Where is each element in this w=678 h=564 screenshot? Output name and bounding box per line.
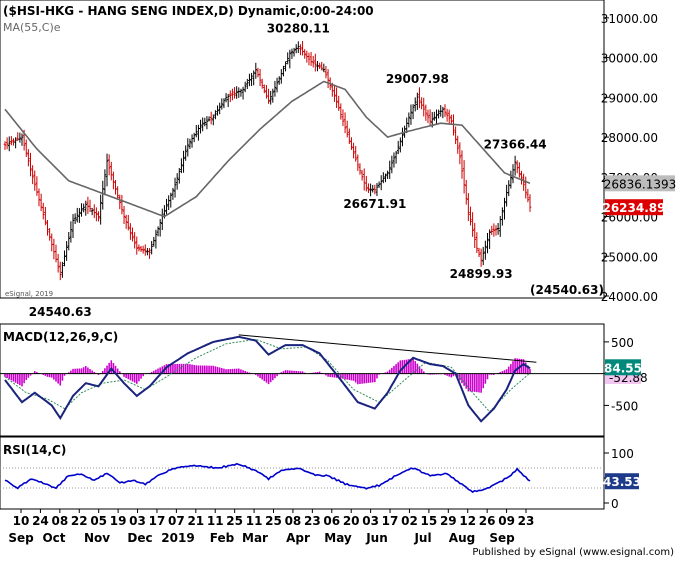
date-tick-label: 12 bbox=[459, 514, 476, 528]
price-annotation: 24540.63 bbox=[29, 305, 92, 319]
month-label: Nov bbox=[84, 531, 110, 545]
month-label: Jul bbox=[413, 531, 431, 545]
date-tick-label: 08 bbox=[285, 514, 302, 528]
date-tick-label: 11 bbox=[207, 514, 224, 528]
month-label: Jun bbox=[365, 531, 388, 545]
macd-tick-label: -500 bbox=[611, 399, 638, 413]
price-tick-label: 29000.00 bbox=[601, 91, 658, 105]
ma-last-label-bg bbox=[605, 175, 675, 192]
date-tick-label: 21 bbox=[187, 514, 204, 528]
axis-layer: 31000.0030000.0029000.0028000.0027000.00… bbox=[8, 12, 676, 545]
date-tick-label: 17 bbox=[149, 514, 166, 528]
macd-tick-label: 500 bbox=[611, 336, 634, 350]
date-tick-label: 02 bbox=[401, 514, 418, 528]
date-tick-label: 09 bbox=[498, 514, 515, 528]
month-label: Apr bbox=[286, 531, 310, 545]
date-tick-label: 26 bbox=[479, 514, 496, 528]
chart-title: ($HSI-HKG - HANG SENG INDEX,D) Dynamic,0… bbox=[3, 4, 374, 18]
month-label: Mar bbox=[242, 531, 268, 545]
ma-line bbox=[4, 80, 531, 218]
month-label: Sep bbox=[8, 531, 34, 545]
date-tick-label: 15 bbox=[421, 514, 438, 528]
month-label: Feb bbox=[210, 531, 235, 545]
price-annotation: 26671.91 bbox=[343, 197, 406, 211]
date-tick-label: 17 bbox=[382, 514, 399, 528]
date-tick-label: 03 bbox=[129, 514, 146, 528]
date-tick-label: 23 bbox=[518, 514, 535, 528]
date-tick-label: 23 bbox=[304, 514, 321, 528]
macd-last-label-bg bbox=[605, 359, 641, 376]
date-tick-label: 11 bbox=[246, 514, 263, 528]
ma-legend: MA(55,C)e bbox=[3, 21, 61, 34]
date-tick-label: 03 bbox=[362, 514, 379, 528]
price-tick-label: 25000.00 bbox=[601, 250, 658, 264]
macd-panel-frame bbox=[0, 323, 605, 437]
macd-last-label: 84.55 bbox=[604, 361, 642, 375]
macd-line bbox=[4, 335, 531, 423]
price-tick-label: 28000.00 bbox=[601, 131, 658, 145]
price-annotation: 24899.93 bbox=[450, 267, 513, 281]
date-tick-label: 22 bbox=[71, 514, 88, 528]
macd-signal-line bbox=[4, 338, 531, 413]
date-tick-label: 25 bbox=[226, 514, 243, 528]
rsi-layer bbox=[0, 462, 604, 494]
date-tick-label: 07 bbox=[168, 514, 185, 528]
date-tick-label: 20 bbox=[343, 514, 360, 528]
macd-trendline bbox=[238, 334, 537, 363]
month-label: Oct bbox=[42, 531, 65, 545]
month-label: Sep bbox=[489, 531, 515, 545]
watermark: eSignal, 2019 bbox=[5, 290, 53, 298]
rsi-last-label-bg bbox=[605, 473, 639, 490]
price-layer: 30280.11 29007.98 27366.44 26671.91 24899.93… bbox=[3, 21, 604, 319]
date-tick-label: 05 bbox=[90, 514, 107, 528]
ma-last-label: 26836.1393 bbox=[604, 177, 677, 191]
month-label: 2019 bbox=[161, 531, 194, 545]
footer-credit: Published by eSignal (www.esignal.com) bbox=[472, 547, 674, 558]
price-annotation: 27366.44 bbox=[484, 137, 547, 151]
month-label: May bbox=[324, 531, 352, 545]
macd-title: MACD(12,26,9,C) bbox=[3, 330, 118, 344]
price-last-label: 26234.89 bbox=[602, 201, 665, 215]
month-label: Dec bbox=[127, 531, 152, 545]
date-tick-label: 08 bbox=[51, 514, 68, 528]
price-tick-label: 24000.00 bbox=[601, 290, 658, 304]
date-tick-label: 06 bbox=[323, 514, 340, 528]
rsi-panel-frame bbox=[0, 436, 605, 510]
date-tick-label: 19 bbox=[110, 514, 127, 528]
price-annotation: (24540.63) bbox=[530, 283, 604, 297]
date-tick-label: 25 bbox=[265, 514, 282, 528]
rsi-last-label: 43.53 bbox=[603, 475, 641, 489]
rsi-line bbox=[4, 462, 531, 494]
date-tick-label: 10 bbox=[13, 514, 30, 528]
rsi-tick-label: 0 bbox=[611, 497, 619, 511]
macd-layer bbox=[0, 334, 604, 423]
price-last-label-bg bbox=[605, 199, 663, 216]
month-label: Aug bbox=[449, 531, 475, 545]
price-annotation: 29007.98 bbox=[386, 72, 449, 86]
price-tick-label: 31000.00 bbox=[601, 12, 658, 26]
price-panel-frame bbox=[0, 0, 605, 299]
date-tick-label: 29 bbox=[440, 514, 457, 528]
rsi-title: RSI(14,C) bbox=[3, 443, 66, 457]
rsi-tick-label: 100 bbox=[611, 447, 634, 461]
price-tick-label: 30000.00 bbox=[601, 52, 658, 66]
date-tick-label: 24 bbox=[32, 514, 49, 528]
price-annotation: 30280.11 bbox=[267, 21, 330, 35]
